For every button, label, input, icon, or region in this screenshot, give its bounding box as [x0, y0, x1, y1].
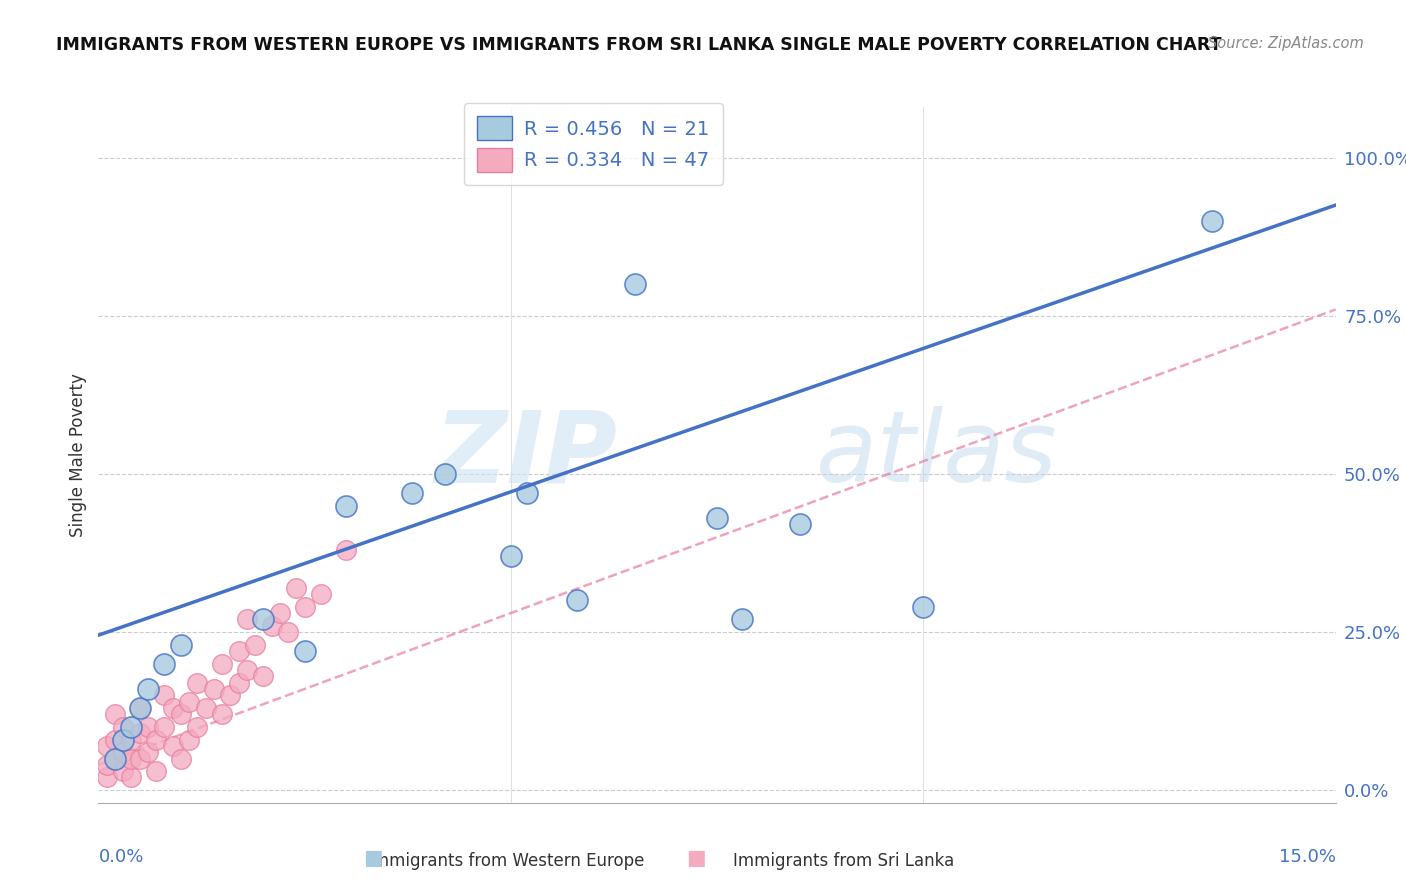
Text: ■: ■	[686, 848, 706, 868]
Point	[120, 720, 142, 734]
Point	[170, 751, 193, 765]
Point	[433, 467, 456, 481]
Point	[120, 751, 142, 765]
Point	[565, 593, 588, 607]
Point	[285, 581, 308, 595]
Point	[252, 669, 274, 683]
Point	[96, 771, 118, 785]
Text: 15.0%: 15.0%	[1278, 848, 1336, 866]
Point	[170, 707, 193, 722]
Point	[120, 771, 142, 785]
Legend: R = 0.456   N = 21, R = 0.334   N = 47: R = 0.456 N = 21, R = 0.334 N = 47	[464, 103, 723, 186]
Point	[145, 764, 167, 779]
Text: 0.0%: 0.0%	[98, 848, 143, 866]
Point	[335, 542, 357, 557]
Text: ■: ■	[363, 848, 382, 868]
Text: Immigrants from Western Europe: Immigrants from Western Europe	[368, 852, 644, 870]
Point	[186, 675, 208, 690]
Point	[219, 688, 242, 702]
Point	[202, 681, 225, 696]
Text: Source: ZipAtlas.com: Source: ZipAtlas.com	[1208, 36, 1364, 51]
Point	[236, 612, 259, 626]
Point	[96, 757, 118, 772]
Point	[309, 587, 332, 601]
Text: IMMIGRANTS FROM WESTERN EUROPE VS IMMIGRANTS FROM SRI LANKA SINGLE MALE POVERTY : IMMIGRANTS FROM WESTERN EUROPE VS IMMIGR…	[56, 36, 1222, 54]
Point	[236, 663, 259, 677]
Point	[136, 681, 159, 696]
Point	[128, 701, 150, 715]
Point	[623, 277, 645, 292]
Point	[401, 486, 423, 500]
Point	[112, 764, 135, 779]
Text: atlas: atlas	[815, 407, 1057, 503]
Point	[912, 599, 935, 614]
Point	[1201, 214, 1223, 228]
Point	[211, 707, 233, 722]
Point	[706, 511, 728, 525]
Point	[153, 720, 176, 734]
Point	[194, 701, 217, 715]
Point	[211, 657, 233, 671]
Point	[153, 657, 176, 671]
Point	[516, 486, 538, 500]
Point	[120, 732, 142, 747]
Point	[145, 732, 167, 747]
Point	[104, 751, 127, 765]
Point	[136, 720, 159, 734]
Point	[170, 638, 193, 652]
Point	[112, 745, 135, 759]
Point	[136, 745, 159, 759]
Point	[128, 751, 150, 765]
Point	[228, 675, 250, 690]
Point	[789, 517, 811, 532]
Point	[252, 612, 274, 626]
Point	[277, 625, 299, 640]
Point	[335, 499, 357, 513]
Point	[104, 707, 127, 722]
Point	[228, 644, 250, 658]
Point	[243, 638, 266, 652]
Point	[269, 606, 291, 620]
Point	[112, 732, 135, 747]
Point	[128, 701, 150, 715]
Point	[179, 732, 201, 747]
Point	[162, 739, 184, 753]
Point	[731, 612, 754, 626]
Point	[260, 618, 283, 632]
Point	[162, 701, 184, 715]
Point	[112, 720, 135, 734]
Point	[499, 549, 522, 563]
Point	[294, 644, 316, 658]
Point	[179, 695, 201, 709]
Point	[96, 739, 118, 753]
Y-axis label: Single Male Poverty: Single Male Poverty	[69, 373, 87, 537]
Text: Immigrants from Sri Lanka: Immigrants from Sri Lanka	[733, 852, 955, 870]
Point	[128, 726, 150, 740]
Point	[104, 751, 127, 765]
Text: ZIP: ZIP	[434, 407, 619, 503]
Point	[153, 688, 176, 702]
Point	[104, 732, 127, 747]
Point	[294, 599, 316, 614]
Point	[186, 720, 208, 734]
